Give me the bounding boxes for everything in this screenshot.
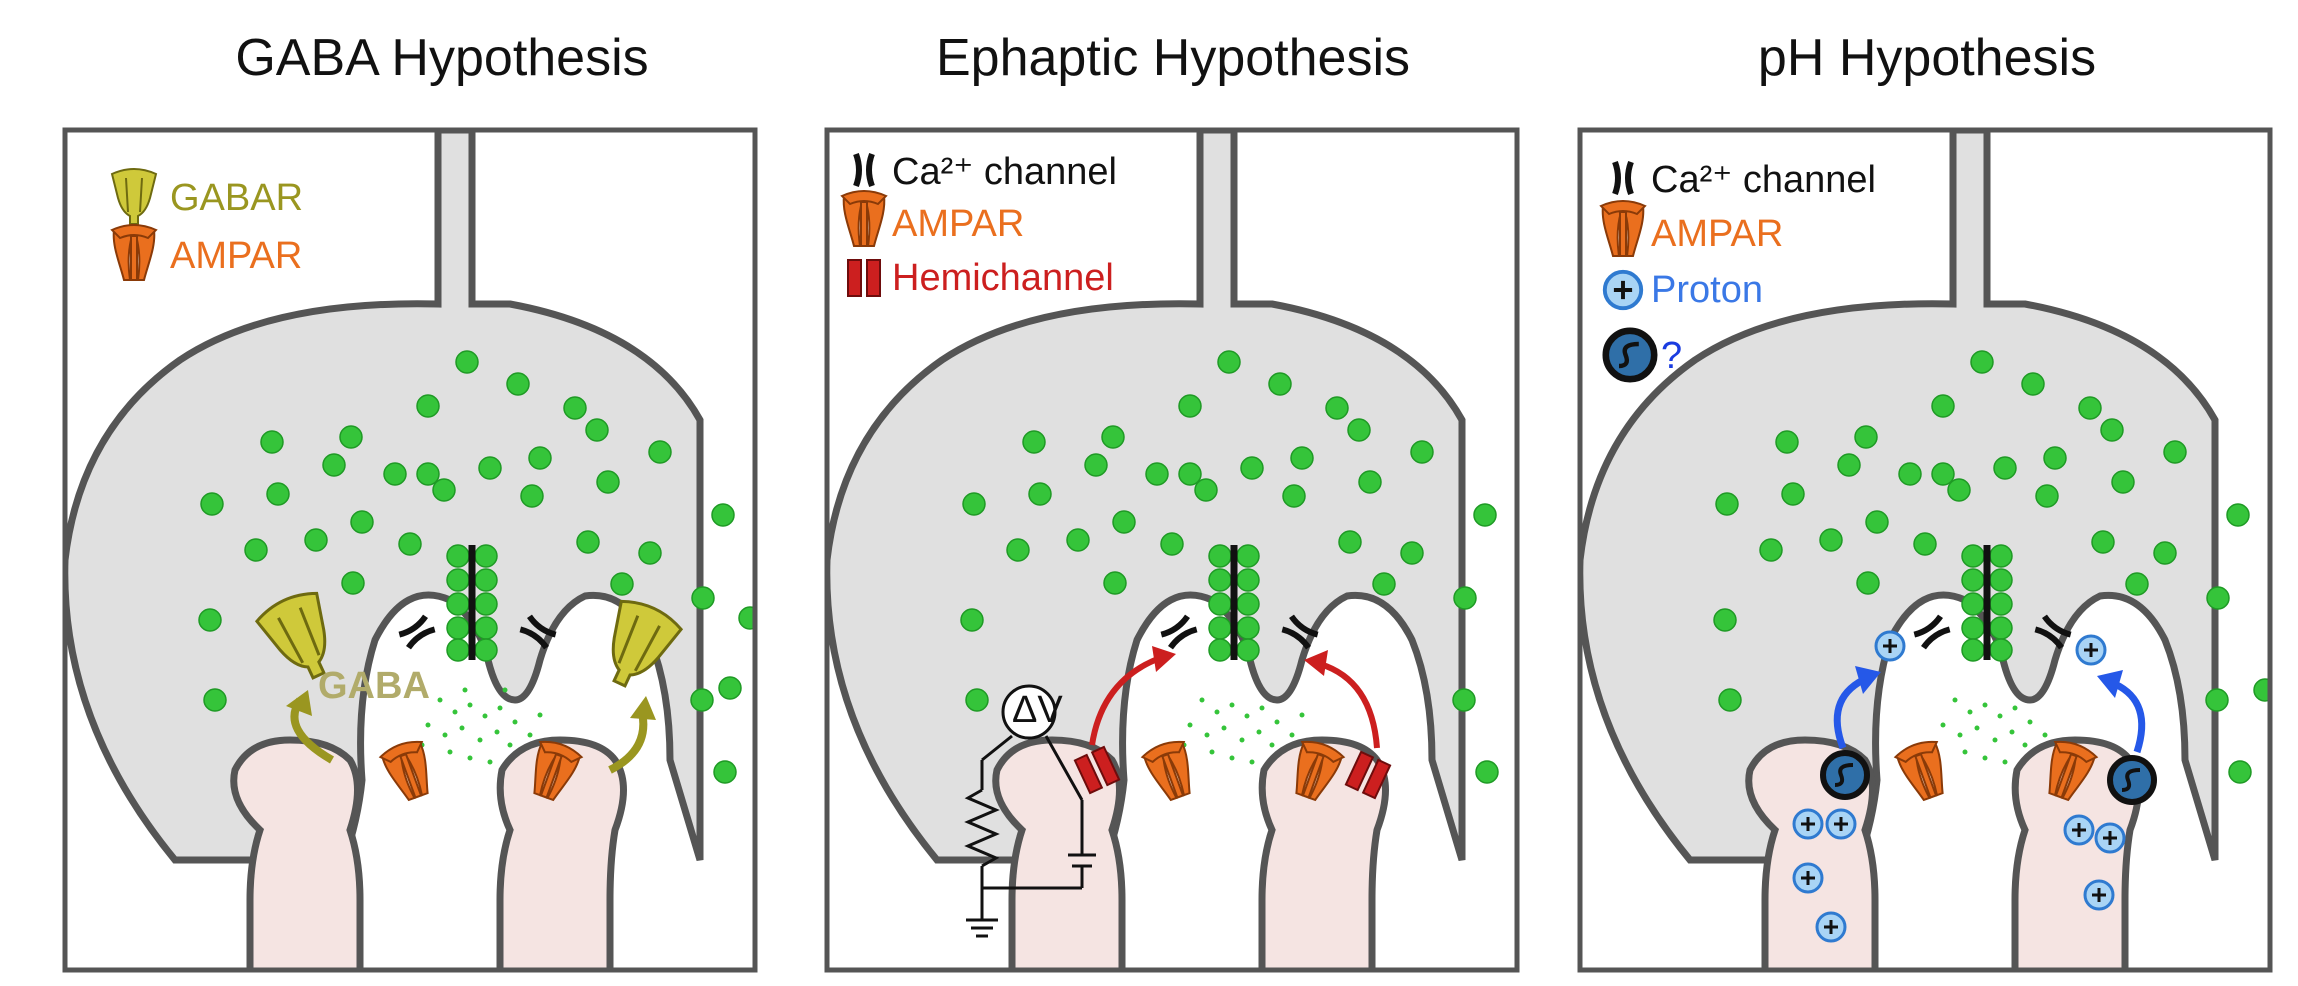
glutamate-cloud (1940, 697, 2048, 765)
legend-label-calcium-channel: Ca²⁺ channel (1651, 159, 1876, 201)
ampar-receptor-icon (841, 190, 887, 247)
panel-ph: Ca²⁺ channel AMPAR Proton ? (1577, 127, 2273, 973)
exchanger-icon (1606, 331, 1654, 379)
panel-gaba: GABA GABAR AMPAR (62, 127, 758, 985)
panel-title-gaba: GABA Hypothesis (235, 29, 649, 87)
glutamate-cloud (1181, 697, 1305, 765)
hemichannel-icon (847, 259, 881, 297)
panel-frame (62, 127, 758, 973)
proton-arrow (2113, 680, 2146, 754)
calcium-channel-icon (856, 154, 872, 186)
ampar-receptor-icon (1892, 736, 1955, 806)
proton-arrow (1833, 676, 1865, 750)
dendrite-left (234, 740, 360, 985)
ampar-receptor-icon (1600, 200, 1646, 257)
panel-title-ph: pH Hypothesis (1757, 29, 2097, 87)
legend-label-ampar: AMPAR (1651, 213, 1783, 255)
panel-frame (1577, 127, 2273, 973)
exchanger-icon (1823, 753, 1867, 797)
legend-label-hemichannel: Hemichannel (892, 257, 1114, 299)
legend-label-ampar: AMPAR (170, 235, 302, 277)
proton-icon (1602, 269, 1644, 311)
legend-label-calcium-channel: Ca²⁺ channel (892, 151, 1117, 193)
calcium-channel-icon (1914, 616, 1949, 647)
calcium-channel-icon (1161, 616, 1196, 647)
ampar-receptor-icon (111, 224, 157, 281)
gabar-receptor-icon (111, 168, 157, 225)
calcium-channel-icon (399, 616, 434, 647)
panel-title-ephaptic: Ephaptic Hypothesis (935, 29, 1411, 87)
ampar-receptor-icon (377, 736, 440, 806)
panel-ephaptic: ΔV Ca²⁺ channel AMPAR Hemichannel (824, 127, 1520, 973)
legend-label-ampar: AMPAR (892, 203, 1024, 245)
ephaptic-arrow (1089, 655, 1162, 746)
legend-label-unknown: ? (1661, 335, 1682, 377)
delta-v-label: ΔV (1012, 689, 1063, 731)
calcium-channel-icon (1615, 162, 1631, 194)
ampar-receptor-icon (1139, 736, 1202, 806)
legend-label-proton: Proton (1651, 269, 1763, 311)
circuit-diagram (964, 684, 1096, 938)
gaba-annotation: GABA (318, 665, 430, 707)
legend-label-gabar: GABAR (170, 177, 303, 219)
exchanger-icon (2110, 758, 2154, 802)
ephaptic-arrow (1319, 661, 1380, 749)
panel-frame (824, 127, 1520, 973)
